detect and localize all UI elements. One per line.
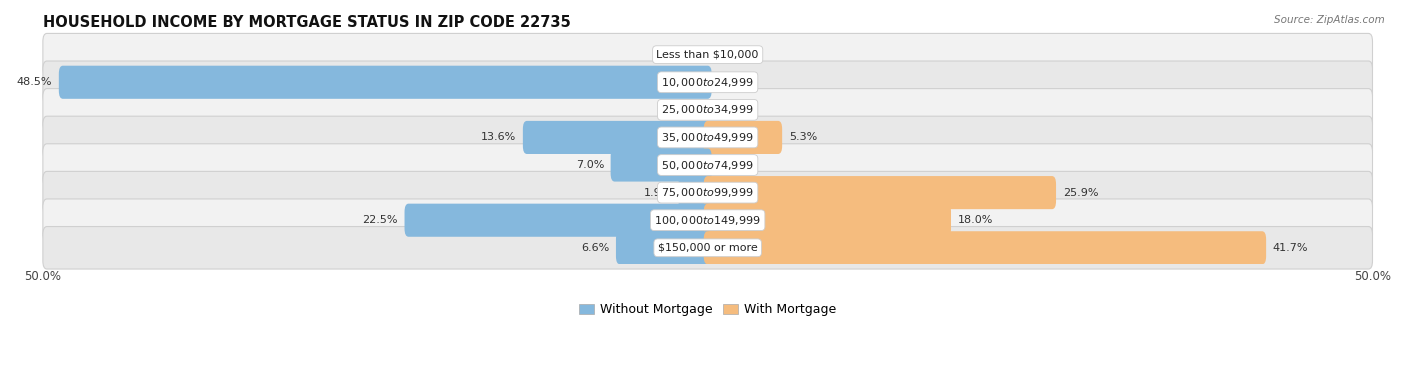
FancyBboxPatch shape [703,176,1056,209]
FancyBboxPatch shape [405,204,711,237]
Text: 22.5%: 22.5% [363,215,398,225]
FancyBboxPatch shape [610,149,711,182]
FancyBboxPatch shape [42,116,1372,159]
Text: $35,000 to $49,999: $35,000 to $49,999 [661,131,754,144]
Text: HOUSEHOLD INCOME BY MORTGAGE STATUS IN ZIP CODE 22735: HOUSEHOLD INCOME BY MORTGAGE STATUS IN Z… [42,15,571,30]
Text: 1.9%: 1.9% [644,188,672,198]
FancyBboxPatch shape [59,66,711,99]
FancyBboxPatch shape [703,121,782,154]
FancyBboxPatch shape [42,199,1372,241]
FancyBboxPatch shape [616,231,711,264]
Text: 18.0%: 18.0% [957,215,993,225]
Text: 0.0%: 0.0% [724,105,752,115]
Text: $100,000 to $149,999: $100,000 to $149,999 [654,214,761,227]
FancyBboxPatch shape [42,89,1372,131]
Text: $50,000 to $74,999: $50,000 to $74,999 [661,158,754,172]
FancyBboxPatch shape [42,34,1372,76]
Text: 41.7%: 41.7% [1272,243,1308,253]
Text: $25,000 to $34,999: $25,000 to $34,999 [661,103,754,116]
FancyBboxPatch shape [42,227,1372,269]
Text: 25.9%: 25.9% [1063,188,1098,198]
FancyBboxPatch shape [42,172,1372,214]
FancyBboxPatch shape [42,144,1372,186]
Text: 0.0%: 0.0% [664,105,692,115]
Text: 7.0%: 7.0% [575,160,605,170]
Text: $10,000 to $24,999: $10,000 to $24,999 [661,76,754,89]
FancyBboxPatch shape [523,121,711,154]
Text: 48.5%: 48.5% [17,77,52,87]
Text: $75,000 to $99,999: $75,000 to $99,999 [661,186,754,199]
Text: 0.0%: 0.0% [664,50,692,60]
Text: 0.0%: 0.0% [724,50,752,60]
Text: 6.6%: 6.6% [581,243,609,253]
Text: 5.3%: 5.3% [789,132,817,143]
FancyBboxPatch shape [42,61,1372,104]
Text: 0.0%: 0.0% [724,77,752,87]
Text: Less than $10,000: Less than $10,000 [657,50,759,60]
FancyBboxPatch shape [703,231,1267,264]
Legend: Without Mortgage, With Mortgage: Without Mortgage, With Mortgage [574,299,841,322]
Text: Source: ZipAtlas.com: Source: ZipAtlas.com [1274,15,1385,25]
FancyBboxPatch shape [703,204,950,237]
Text: $150,000 or more: $150,000 or more [658,243,758,253]
FancyBboxPatch shape [679,176,711,209]
Text: 0.0%: 0.0% [724,160,752,170]
Text: 13.6%: 13.6% [481,132,516,143]
